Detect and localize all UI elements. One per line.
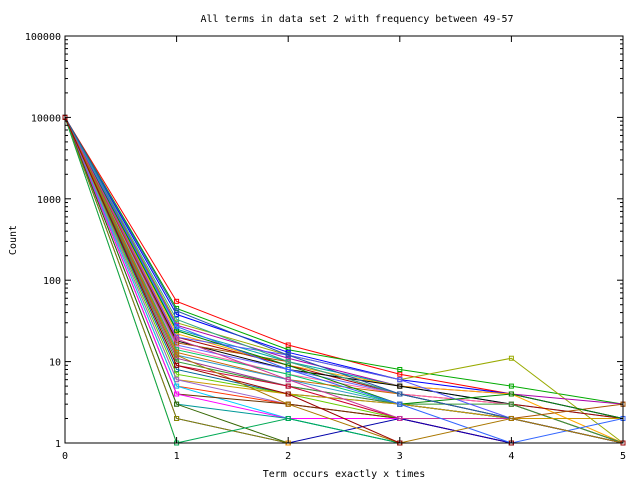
data-point bbox=[508, 383, 514, 389]
data-point bbox=[174, 377, 180, 383]
x-tick-label: 0 bbox=[62, 451, 68, 462]
data-point bbox=[397, 377, 403, 383]
data-point bbox=[174, 362, 180, 368]
data-point bbox=[397, 391, 403, 397]
data-point bbox=[285, 366, 291, 372]
series-line bbox=[64, 117, 624, 444]
data-point bbox=[174, 401, 180, 407]
y-tick-label: 1000 bbox=[37, 195, 61, 206]
series-line bbox=[64, 117, 624, 419]
data-point bbox=[174, 391, 180, 397]
data-point bbox=[174, 336, 180, 342]
x-tick-label: 3 bbox=[397, 451, 403, 462]
data-point bbox=[397, 366, 403, 372]
x-tick-label: 2 bbox=[285, 451, 291, 462]
series-line bbox=[64, 117, 624, 405]
x-tick-label: 1 bbox=[174, 451, 180, 462]
x-axis-label: Term occurs exactly x times bbox=[263, 469, 426, 480]
series-line bbox=[64, 117, 624, 405]
data-point bbox=[174, 316, 180, 322]
series-layer bbox=[62, 114, 626, 446]
data-point bbox=[174, 323, 180, 329]
data-point bbox=[285, 371, 291, 377]
series-line bbox=[64, 117, 624, 444]
data-point bbox=[285, 349, 291, 355]
data-point bbox=[174, 308, 180, 314]
series-line bbox=[64, 117, 624, 444]
data-point bbox=[397, 383, 403, 389]
data-point bbox=[285, 352, 291, 358]
data-point bbox=[508, 401, 514, 407]
plot-frame bbox=[64, 35, 624, 444]
y-axis-label: Count bbox=[8, 225, 19, 255]
data-point bbox=[285, 401, 291, 407]
y-tick-label: 10000 bbox=[31, 113, 61, 124]
data-point bbox=[285, 391, 291, 397]
x-tick-label: 4 bbox=[508, 451, 514, 462]
data-point bbox=[508, 391, 514, 397]
data-point bbox=[285, 383, 291, 389]
data-point bbox=[508, 355, 514, 361]
x-tick-label: 5 bbox=[620, 451, 626, 462]
y-tick-label: 1 bbox=[55, 439, 61, 450]
data-point bbox=[285, 355, 291, 361]
data-point bbox=[285, 342, 291, 348]
data-point bbox=[285, 415, 291, 421]
data-point bbox=[397, 401, 403, 407]
y-tick-label: 100 bbox=[43, 276, 61, 287]
data-point bbox=[174, 383, 180, 389]
y-tick-label: 10 bbox=[49, 358, 61, 369]
data-point bbox=[397, 415, 403, 421]
data-point bbox=[174, 415, 180, 421]
data-point bbox=[285, 347, 291, 353]
data-point bbox=[285, 377, 291, 383]
chart-title: All terms in data set 2 with frequency b… bbox=[200, 14, 513, 25]
y-tick-label: 100000 bbox=[25, 32, 61, 43]
series-line bbox=[64, 117, 624, 444]
data-point bbox=[174, 352, 180, 358]
data-point bbox=[174, 298, 180, 304]
data-point bbox=[397, 371, 403, 377]
data-point bbox=[285, 359, 291, 365]
data-point bbox=[508, 415, 514, 421]
